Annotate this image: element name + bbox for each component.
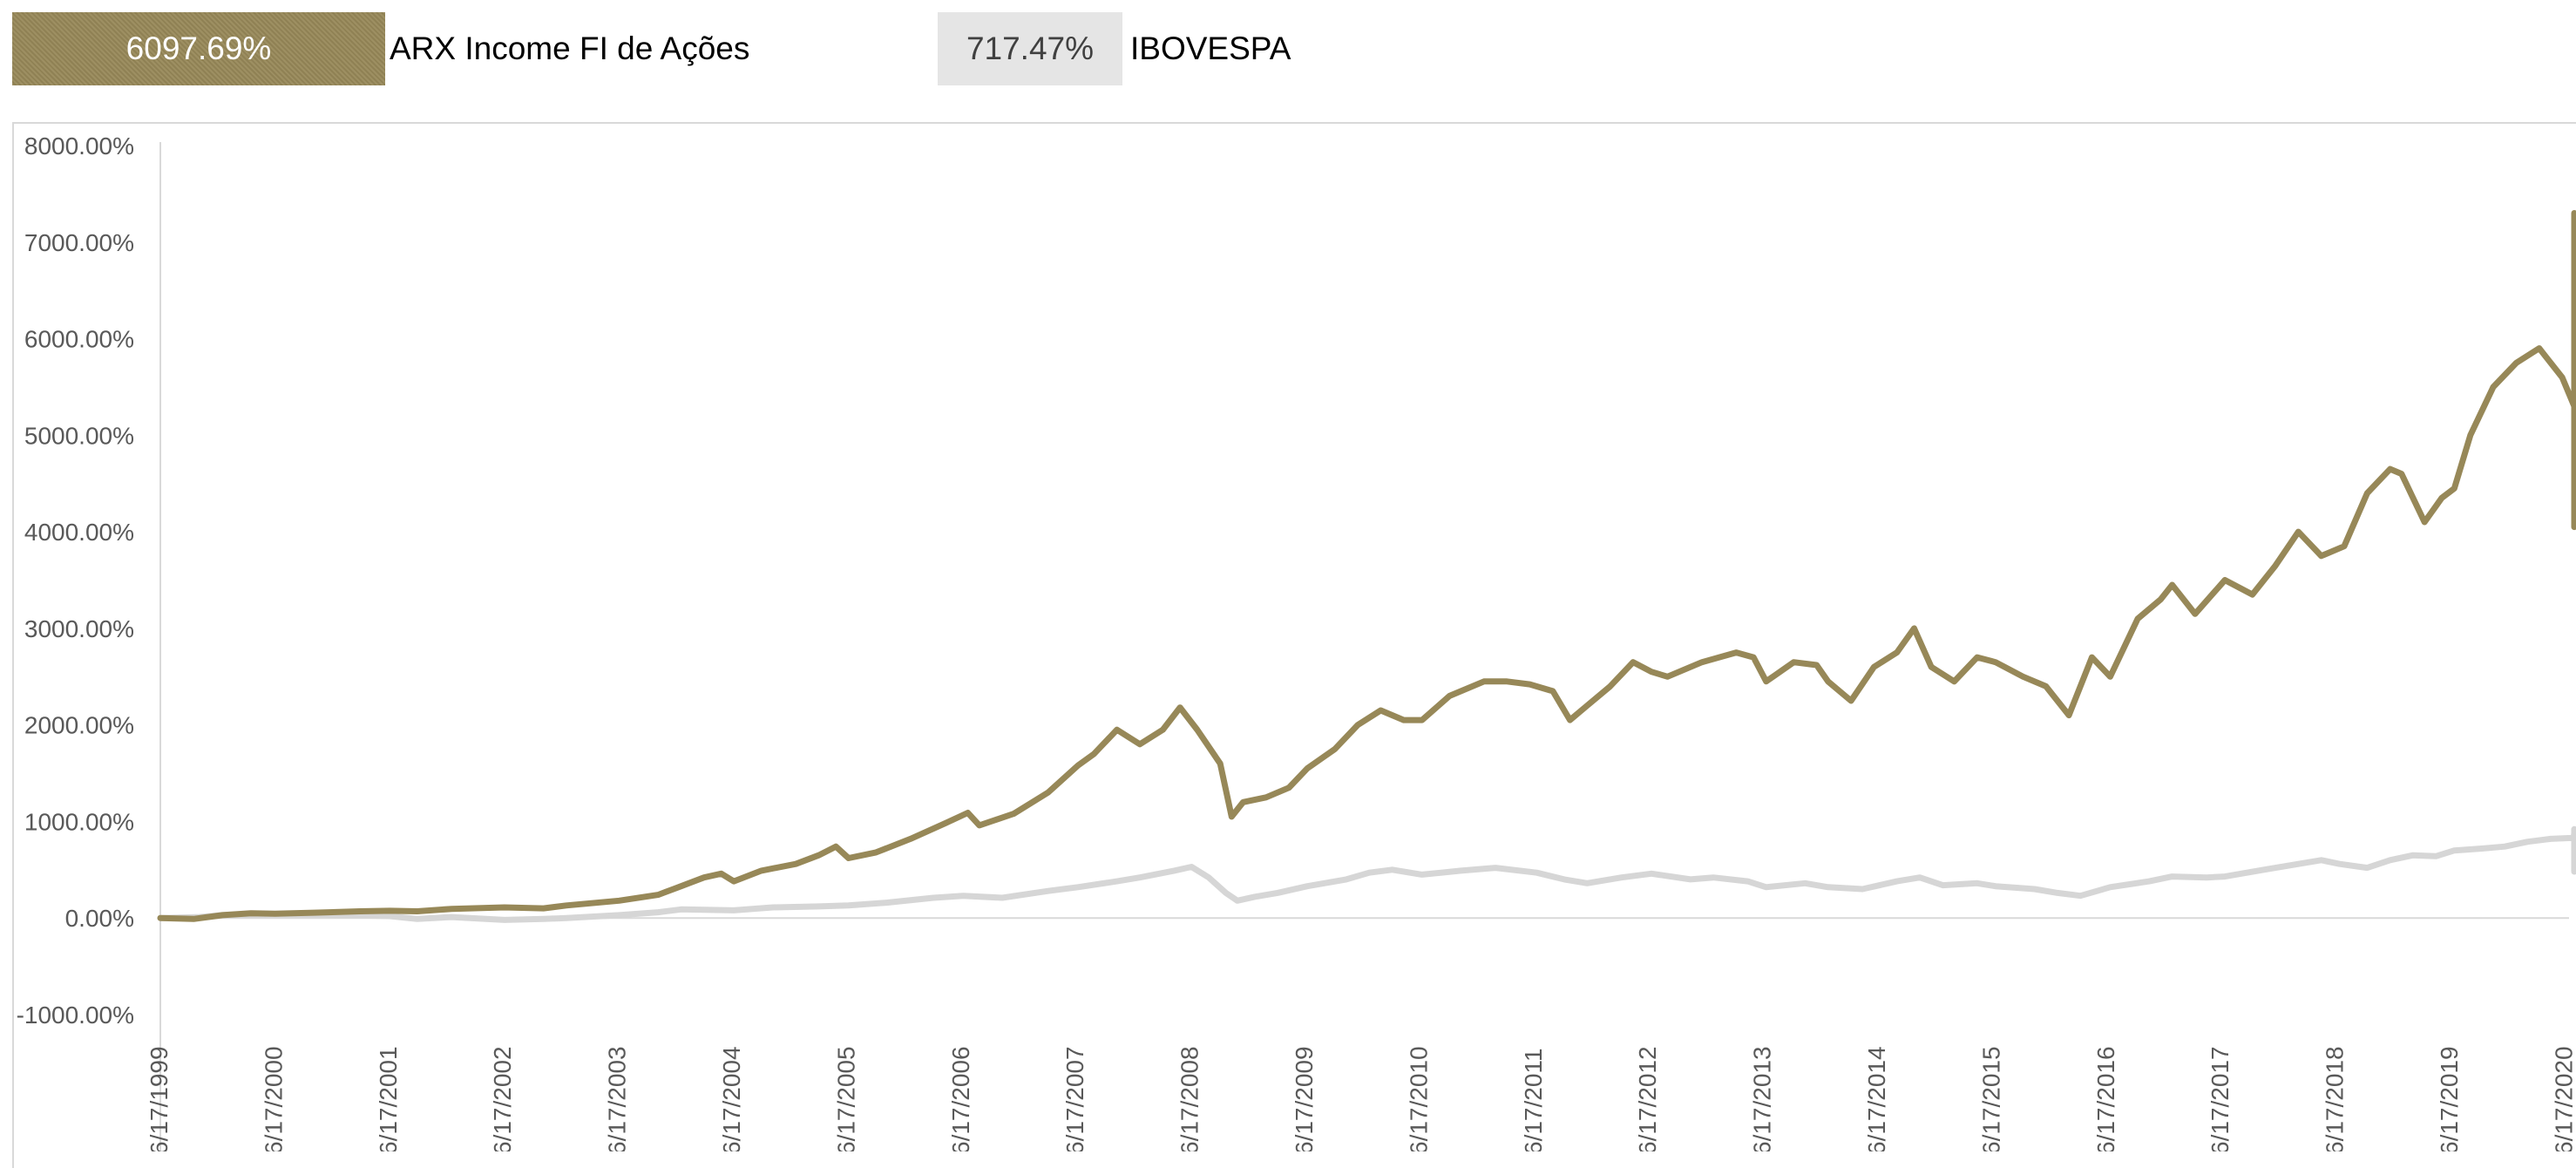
x-tick-label: 6/17/2005 bbox=[832, 1046, 859, 1151]
y-tick-label: 7000.00% bbox=[24, 229, 134, 256]
fund-return-value: 6097.69% bbox=[125, 31, 272, 66]
x-tick-label: 6/17/2002 bbox=[489, 1046, 516, 1151]
x-tick-label: 6/17/2004 bbox=[718, 1046, 745, 1151]
x-tick-label: 6/17/2007 bbox=[1061, 1046, 1088, 1151]
x-tick-label: 6/17/2003 bbox=[604, 1046, 631, 1151]
y-tick-label: 6000.00% bbox=[24, 326, 134, 353]
x-tick-label: 6/17/2019 bbox=[2436, 1046, 2463, 1151]
index-series-line bbox=[157, 825, 2576, 923]
x-tick-label: 6/17/2013 bbox=[1749, 1046, 1776, 1151]
y-tick-label: 8000.00% bbox=[24, 132, 134, 160]
index-legend-label: IBOVESPA bbox=[1130, 31, 1291, 66]
x-tick-label: 6/17/2012 bbox=[1634, 1046, 1661, 1151]
x-tick-label: 6/17/2010 bbox=[1405, 1046, 1432, 1151]
y-tick-label: 3000.00% bbox=[24, 615, 134, 642]
index-return-badge: 717.47% bbox=[938, 12, 1122, 85]
y-tick-label: 1000.00% bbox=[24, 808, 134, 835]
x-tick-label: 6/17/2020 bbox=[2550, 1046, 2576, 1151]
x-tick-label: 6/17/2001 bbox=[375, 1046, 402, 1151]
index-return-value: 717.47% bbox=[966, 31, 1095, 66]
y-tick-label: 5000.00% bbox=[24, 422, 134, 449]
y-axis: 8000.00% 7000.00% 6000.00% 5000.00% 4000.00%… bbox=[17, 132, 2569, 1151]
x-axis: 6/17/1999 6/17/2000 6/17/2001 6/17/2002 6/17… bbox=[146, 1046, 2576, 1151]
chart-frame bbox=[12, 122, 2576, 1168]
series-lines bbox=[157, 210, 2576, 923]
x-tick-label: 6/17/2000 bbox=[260, 1046, 287, 1151]
x-tick-label: 6/17/2006 bbox=[947, 1046, 974, 1151]
x-tick-label: 6/17/2017 bbox=[2207, 1046, 2234, 1151]
x-tick-label: 6/17/2008 bbox=[1176, 1046, 1203, 1151]
x-tick-label: 6/17/2018 bbox=[2322, 1046, 2349, 1151]
y-tick-label: 4000.00% bbox=[24, 519, 134, 546]
fund-series-line bbox=[157, 210, 2576, 922]
fund-return-badge: 6097.69% bbox=[12, 12, 385, 85]
legend-row: 6097.69% ARX Income FI de Ações 717.47% … bbox=[0, 0, 2576, 122]
y-tick-label: 0.00% bbox=[65, 905, 134, 932]
y-tick-label: 2000.00% bbox=[24, 712, 134, 739]
x-tick-label: 6/17/2016 bbox=[2092, 1046, 2119, 1151]
x-tick-label: 6/17/2015 bbox=[1977, 1046, 2004, 1151]
x-tick-label: 6/17/2011 bbox=[1520, 1049, 1547, 1152]
fund-legend-label: ARX Income FI de Ações bbox=[390, 31, 750, 66]
y-tick-label: -1000.00% bbox=[17, 1002, 134, 1029]
x-tick-label: 6/17/1999 bbox=[146, 1046, 173, 1151]
x-tick-label: 6/17/2009 bbox=[1291, 1046, 1318, 1151]
x-tick-label: 6/17/2014 bbox=[1863, 1046, 1890, 1151]
